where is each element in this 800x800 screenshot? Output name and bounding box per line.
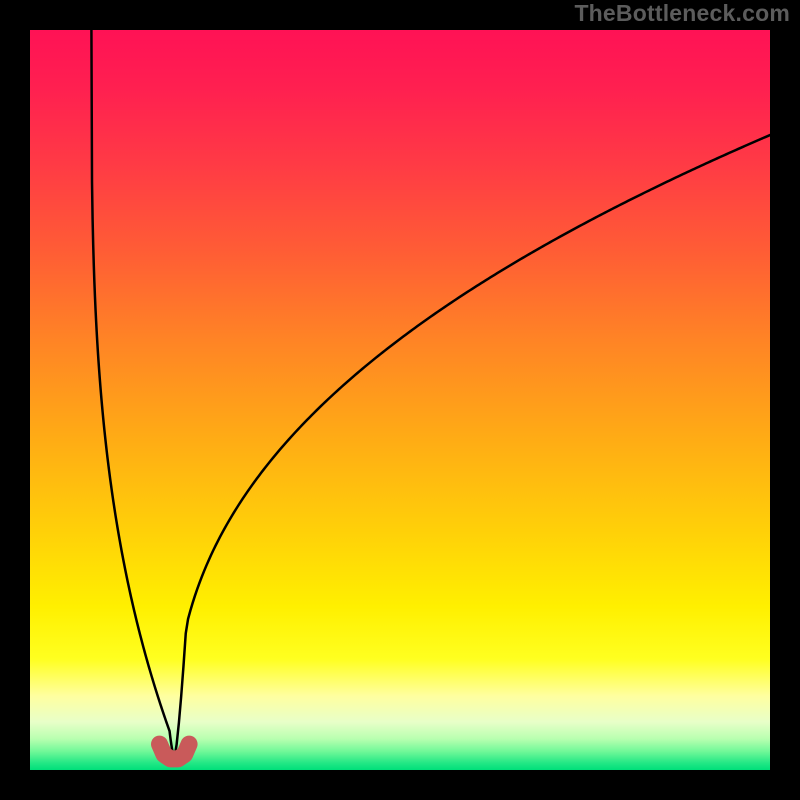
bottleneck-curve-chart bbox=[30, 30, 770, 770]
gradient-background bbox=[30, 30, 770, 770]
chart-container: TheBottleneck.com bbox=[0, 0, 800, 800]
watermark-label: TheBottleneck.com bbox=[574, 0, 790, 27]
